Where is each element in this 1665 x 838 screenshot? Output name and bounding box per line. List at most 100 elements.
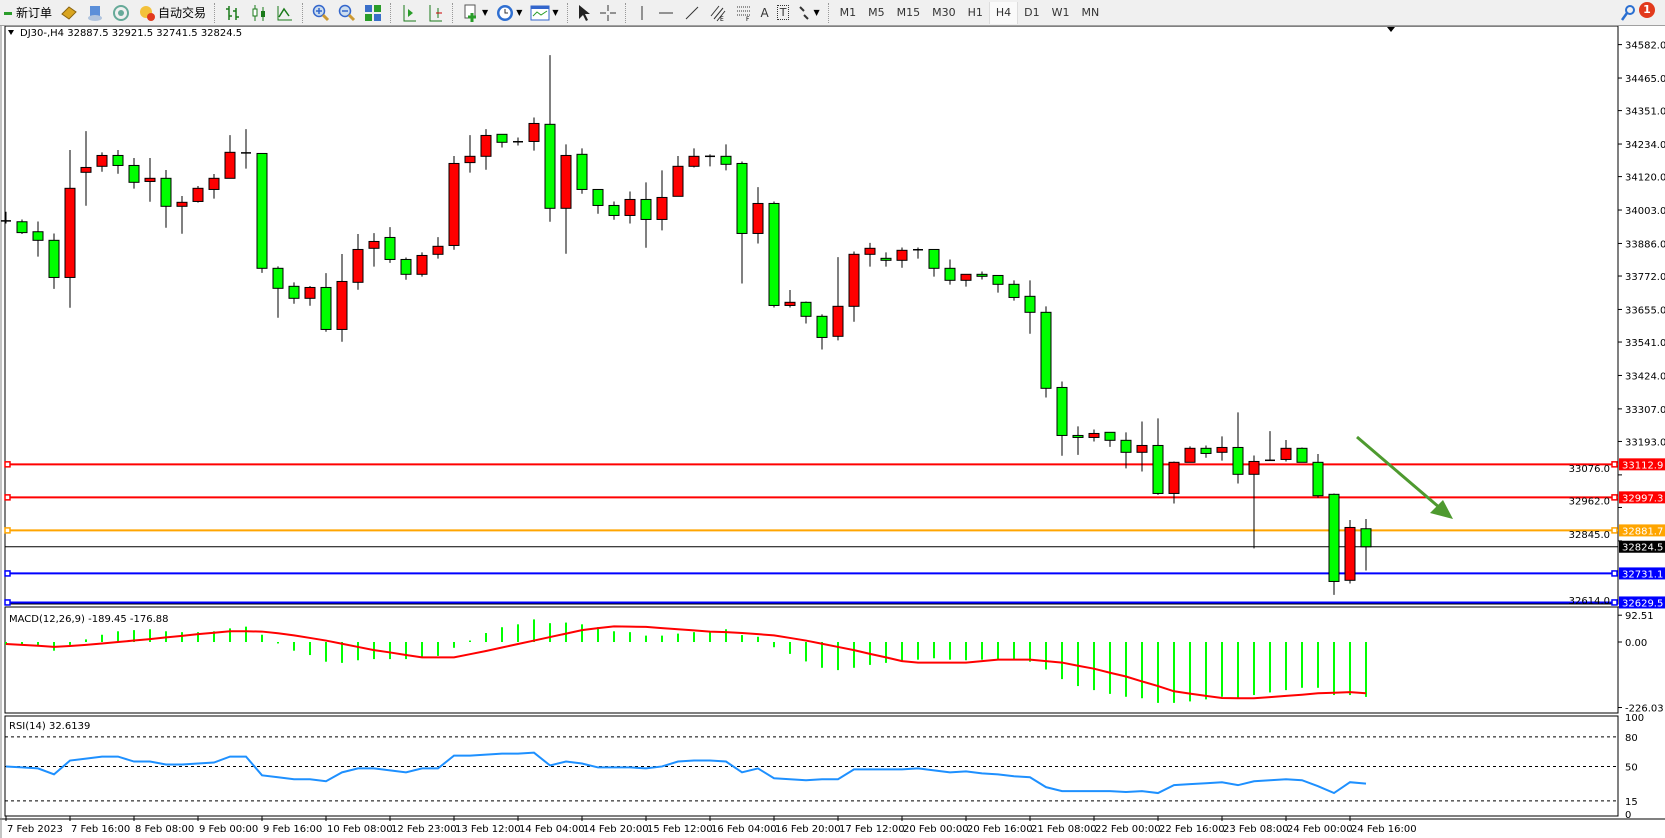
horizontal-line-icon <box>658 12 673 13</box>
zoom-out-button[interactable] <box>335 2 359 24</box>
candle-body <box>928 248 940 269</box>
collapse-triangle-icon[interactable] <box>8 30 14 35</box>
rsi-tick-label: 15 <box>1625 797 1638 808</box>
candle-body <box>528 122 540 142</box>
signals-button[interactable] <box>109 2 133 24</box>
level-handle[interactable] <box>4 461 11 468</box>
shift-marker-icon[interactable] <box>1387 27 1395 32</box>
candle-body <box>464 155 476 164</box>
market-watch-button[interactable] <box>57 2 81 24</box>
candle <box>928 248 940 277</box>
candle <box>896 247 908 268</box>
new-order-button[interactable]: 新订单 <box>1 2 55 24</box>
zoom-in-button[interactable] <box>309 2 333 24</box>
candle <box>1168 461 1180 504</box>
trend-arrow-annotation[interactable] <box>1356 435 1441 510</box>
line-chart-button[interactable] <box>273 2 297 24</box>
candle-body <box>976 273 988 277</box>
candle-body <box>560 154 572 209</box>
level-handle[interactable] <box>1611 599 1618 606</box>
current-price-label-bg <box>1619 540 1665 553</box>
fibonacci-icon: F <box>736 6 751 22</box>
candle <box>976 271 988 280</box>
candle-body <box>384 236 396 260</box>
timeframe-m30[interactable]: M30 <box>932 5 956 19</box>
candle <box>1008 280 1020 301</box>
macd-signal-line <box>5 625 1367 700</box>
auto-scroll-icon <box>403 4 417 21</box>
candle-body <box>656 196 668 220</box>
candle-body <box>320 286 332 330</box>
level-handle[interactable] <box>1611 527 1618 534</box>
candle <box>432 237 444 259</box>
level-price-label-bg <box>1619 458 1665 471</box>
chart-window[interactable]: 34582.0 34465.0 34351.0 34234.0 34120.0 34003… <box>0 26 1665 838</box>
candle-body <box>432 245 444 255</box>
candle <box>608 201 620 220</box>
tile-windows-button[interactable] <box>361 2 385 24</box>
trendline-tool[interactable] <box>680 2 704 24</box>
timeframe-mn[interactable]: MN <box>1081 5 1100 19</box>
price-tick-label: 33886.0 <box>1625 239 1665 250</box>
candle <box>640 182 652 248</box>
periods-button[interactable]: ▼ <box>493 2 525 24</box>
rsi-pane <box>5 736 1618 802</box>
level-handle[interactable] <box>1611 494 1618 501</box>
bar-chart-button[interactable] <box>221 2 245 24</box>
candle <box>1104 431 1116 447</box>
search-button[interactable] <box>1617 2 1639 24</box>
candle-body <box>832 305 844 337</box>
text-label-tool[interactable]: T <box>774 2 793 24</box>
fibonacci-tool[interactable]: F <box>732 2 756 24</box>
level-handle[interactable] <box>4 599 11 606</box>
candle-body <box>304 286 316 299</box>
candle-body <box>1152 444 1164 494</box>
text-tool[interactable]: A <box>758 2 772 24</box>
candle-body <box>736 162 748 234</box>
chart-shift-button[interactable] <box>423 2 447 24</box>
notification-badge[interactable]: 1 <box>1639 2 1655 18</box>
candle-body <box>416 254 428 275</box>
auto-trading-button[interactable]: 自动交易 <box>135 2 209 24</box>
equidistant-channel-tool[interactable]: E <box>706 2 730 24</box>
arrow-head-icon <box>1430 500 1453 519</box>
candlestick-chart-button[interactable] <box>247 2 271 24</box>
candle <box>832 257 844 341</box>
data-window-button[interactable] <box>83 2 107 24</box>
vertical-line-tool[interactable] <box>632 2 652 24</box>
macd-tick-label: 92.51 <box>1625 611 1654 622</box>
candle <box>672 156 684 197</box>
time-tick-label: 14 Feb 04:00 <box>519 824 585 835</box>
candle <box>1328 493 1340 595</box>
timeframe-w1[interactable]: W1 <box>1051 5 1070 19</box>
time-tick-label: 9 Feb 00:00 <box>199 824 258 835</box>
svg-text:F: F <box>746 16 750 22</box>
crosshair-tool[interactable] <box>596 2 620 24</box>
templates-button[interactable]: ▼ <box>527 2 561 24</box>
timeframe-m15[interactable]: M15 <box>896 5 921 19</box>
candle-body <box>1056 386 1068 436</box>
timeframe-m1[interactable]: M1 <box>839 5 857 19</box>
level-handle[interactable] <box>4 570 11 577</box>
price-tick-label: 32962.0 <box>1569 496 1610 507</box>
timeframe-h4[interactable]: H4 <box>988 1 1019 24</box>
candle-body <box>816 315 828 338</box>
level-handle[interactable] <box>1611 461 1618 468</box>
auto-scroll-button[interactable] <box>397 2 421 24</box>
level-handle[interactable] <box>1611 570 1618 577</box>
candle-body <box>128 164 140 183</box>
level-handle[interactable] <box>4 494 11 501</box>
candle <box>304 286 316 306</box>
timeframe-m5[interactable]: M5 <box>868 5 885 19</box>
timeframe-h1[interactable]: H1 <box>967 5 983 19</box>
horizontal-line-tool[interactable] <box>654 2 678 24</box>
level-handle[interactable] <box>4 527 11 534</box>
indicators-button[interactable]: ▼ <box>459 2 491 24</box>
level-price-label-bg <box>1619 491 1665 504</box>
candle <box>784 290 796 308</box>
timeframe-d1[interactable]: D1 <box>1024 5 1040 19</box>
candle-body <box>800 301 812 317</box>
arrows-tool[interactable]: ▼ <box>794 2 822 24</box>
candle-body <box>624 198 636 216</box>
cursor-tool[interactable] <box>574 2 594 24</box>
